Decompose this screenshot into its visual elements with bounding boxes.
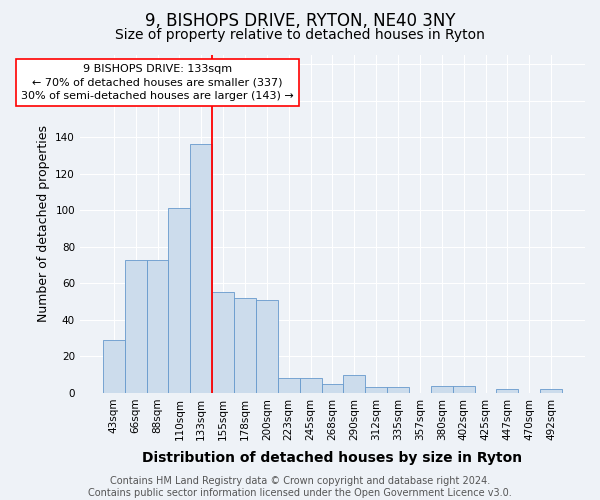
Bar bbox=[146, 260, 169, 393]
Bar bbox=[453, 386, 475, 393]
Bar bbox=[343, 374, 365, 393]
Y-axis label: Number of detached properties: Number of detached properties bbox=[37, 126, 50, 322]
Bar bbox=[103, 340, 125, 393]
Bar bbox=[278, 378, 299, 393]
Bar bbox=[387, 388, 409, 393]
Text: Contains HM Land Registry data © Crown copyright and database right 2024.
Contai: Contains HM Land Registry data © Crown c… bbox=[88, 476, 512, 498]
Text: Size of property relative to detached houses in Ryton: Size of property relative to detached ho… bbox=[115, 28, 485, 42]
Bar bbox=[169, 208, 190, 393]
Bar bbox=[540, 389, 562, 393]
Bar bbox=[365, 388, 387, 393]
Bar bbox=[234, 298, 256, 393]
Bar bbox=[431, 386, 453, 393]
Bar bbox=[299, 378, 322, 393]
Bar bbox=[256, 300, 278, 393]
Bar bbox=[190, 144, 212, 393]
Bar bbox=[496, 389, 518, 393]
Bar bbox=[322, 384, 343, 393]
Bar bbox=[125, 260, 146, 393]
X-axis label: Distribution of detached houses by size in Ryton: Distribution of detached houses by size … bbox=[142, 451, 523, 465]
Bar bbox=[212, 292, 234, 393]
Text: 9, BISHOPS DRIVE, RYTON, NE40 3NY: 9, BISHOPS DRIVE, RYTON, NE40 3NY bbox=[145, 12, 455, 30]
Text: 9 BISHOPS DRIVE: 133sqm
← 70% of detached houses are smaller (337)
30% of semi-d: 9 BISHOPS DRIVE: 133sqm ← 70% of detache… bbox=[21, 64, 294, 100]
